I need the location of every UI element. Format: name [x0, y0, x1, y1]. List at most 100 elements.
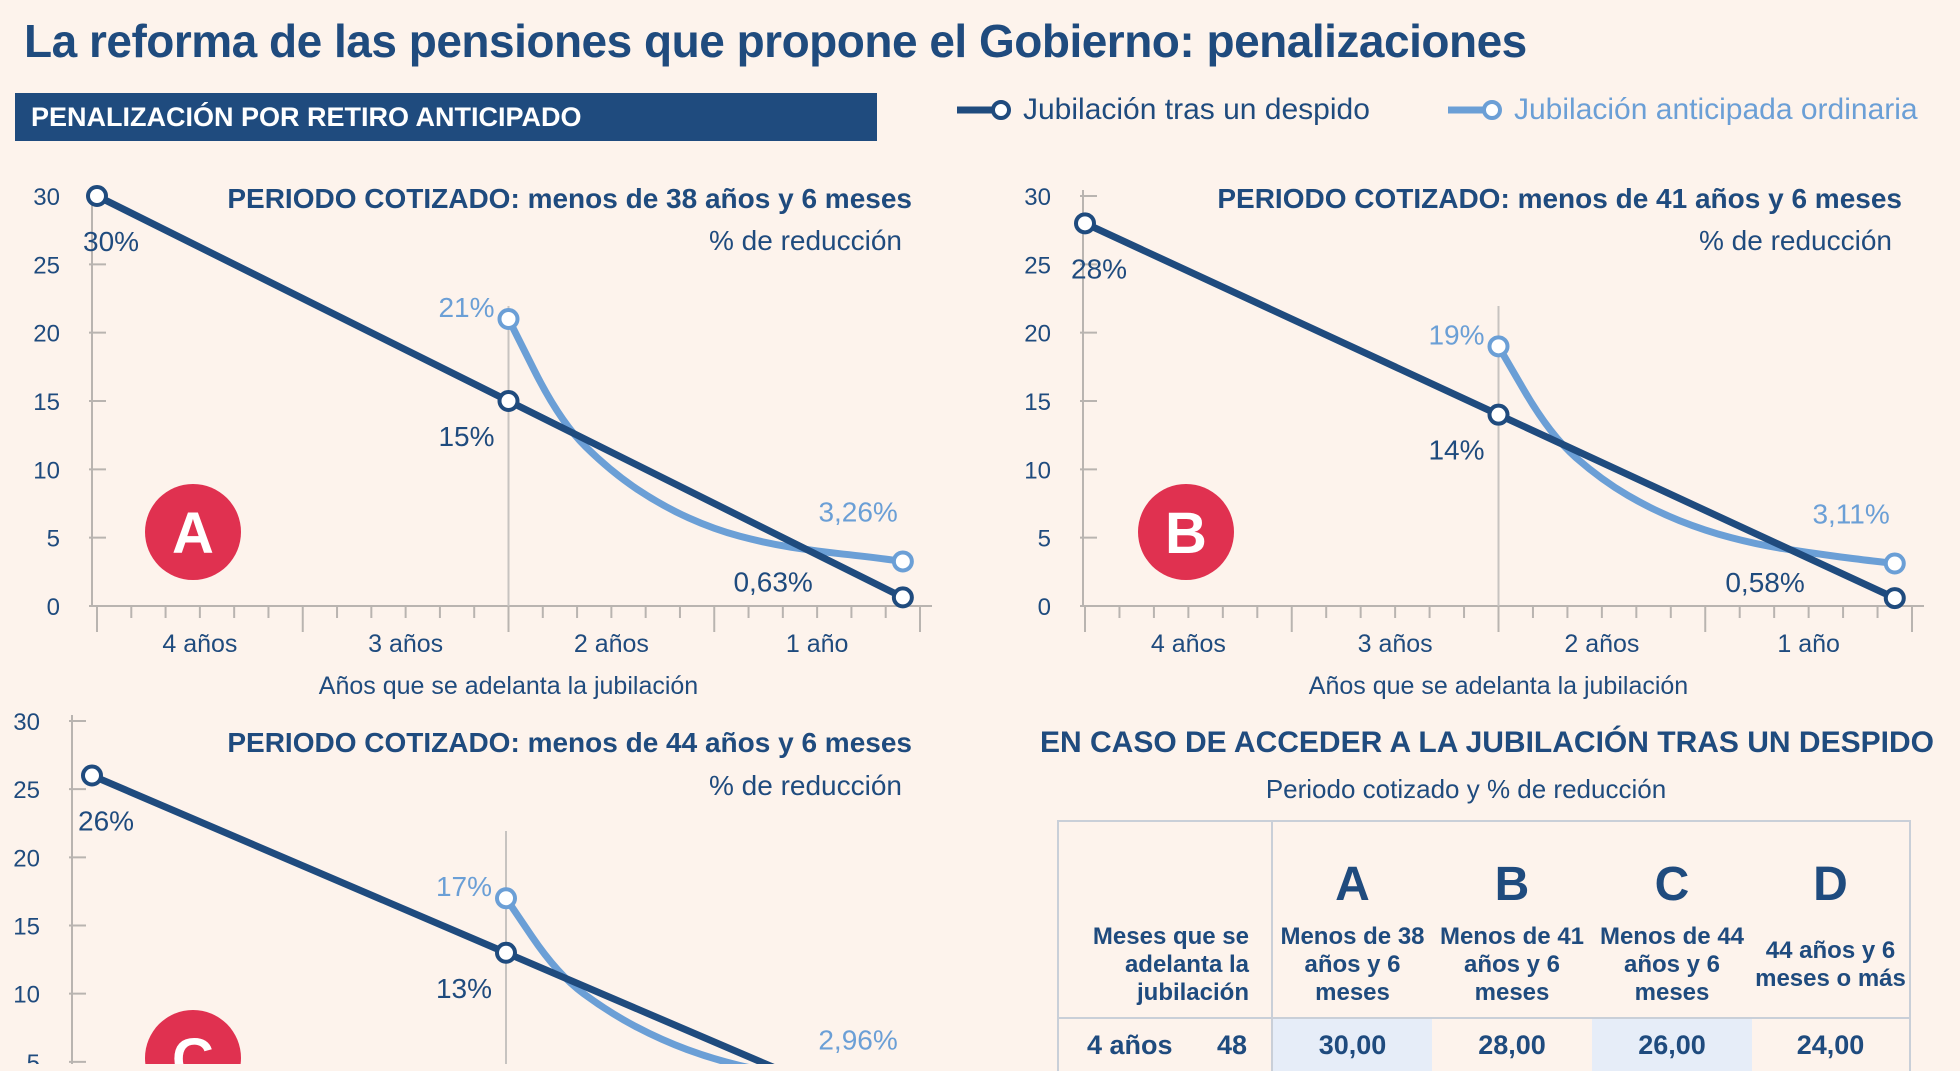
- y-tick-label: 25: [13, 777, 40, 804]
- table-title: EN CASO DE ACCEDER A LA JUBILACIÓN TRAS …: [1040, 726, 1934, 759]
- x-axis-label: Años que se adelanta la jubilación: [319, 672, 698, 700]
- chart-badge-letter: B: [1165, 501, 1207, 566]
- data-label-ordinaria-end: 3,26%: [818, 496, 897, 527]
- y-tick-label: 15: [13, 914, 40, 941]
- chart-badge-c: [145, 1010, 241, 1064]
- legend-item-ordinaria: Jubilación anticipada ordinaria: [1446, 88, 1918, 132]
- row-years: 4 años: [1087, 1029, 1173, 1060]
- y-tick-label: 25: [1024, 252, 1051, 279]
- reduction-table: A B C D Meses que se adelanta la jubilac…: [1057, 820, 1911, 1071]
- column-letter-b: B: [1494, 858, 1530, 911]
- column-letter-c: C: [1654, 858, 1690, 911]
- table-cell-b: 28,00: [1478, 1029, 1546, 1060]
- column-desc-d: 44 años y 6 meses o más: [1752, 912, 1911, 1018]
- y-tick-label: 15: [33, 389, 60, 416]
- x-tick-label: 3 años: [368, 630, 443, 658]
- x-tick-label: 1 año: [786, 630, 849, 658]
- data-label-ordinaria-start: 17%: [436, 871, 492, 902]
- marker-despido-start: [1074, 212, 1096, 235]
- column-letter-a: A: [1271, 821, 1432, 912]
- row-label: 4 años 48: [1057, 1018, 1272, 1071]
- data-label-despido-start: 26%: [78, 806, 134, 837]
- y-tick-label: 0: [1038, 594, 1051, 621]
- column-desc-a: Menos de 38 años y 6 meses: [1271, 912, 1432, 1018]
- y-tick-label: 5: [47, 526, 60, 553]
- data-label-ordinaria-start: 19%: [1428, 319, 1484, 350]
- marker-ordinaria-end: [1883, 552, 1906, 575]
- data-label-despido-mid: 15%: [438, 421, 494, 452]
- data-label-ordinaria-end: 3,11%: [1812, 498, 1889, 529]
- series-line-ordinaria: [502, 894, 750, 1064]
- data-label-despido-end: 0,58%: [1725, 567, 1804, 598]
- y-tick-label: 30: [33, 184, 60, 211]
- x-axis-label: Años que se adelanta la jubilación: [1309, 672, 1688, 700]
- data-label-despido-mid: 13%: [436, 973, 492, 1004]
- row-header: Meses que se adelanta la jubilación: [1057, 912, 1272, 1018]
- section-banner: PENALIZACIÓN POR RETIRO ANTICIPADO: [15, 93, 877, 141]
- y-tick-label: 20: [33, 321, 60, 348]
- chart-badge-a: [145, 484, 241, 580]
- chart-panel-c: 5 10 15 20 25 30 PERIODO COTIZADO: menos de 44…: [13, 709, 912, 1064]
- column-letter-d: D: [1752, 821, 1911, 912]
- y-tick-label: 5: [1038, 526, 1051, 553]
- x-tick-label: 2 años: [1564, 630, 1639, 658]
- marker-ordinaria-end: [891, 550, 914, 573]
- marker-despido-start: [81, 764, 103, 787]
- legend-item-despido: Jubilación tras un despido: [955, 88, 1370, 132]
- data-label-despido-start: 28%: [1071, 253, 1127, 284]
- marker-despido-mid: [1487, 403, 1510, 426]
- chart-subtitle: % de reducción: [709, 225, 902, 256]
- y-tick-label: 20: [1024, 321, 1051, 348]
- chart-subtitle: % de reducción: [709, 770, 902, 801]
- legend-label-ordinaria: Jubilación anticipada ordinaria: [1514, 93, 1918, 126]
- chart-title: PERIODO COTIZADO: menos de 44 años y 6 m…: [227, 727, 912, 758]
- x-tick-label: 4 años: [162, 630, 237, 658]
- legend-light-line-icon: [1448, 100, 1502, 120]
- marker-despido-end: [891, 586, 914, 609]
- x-tick-label: 3 años: [1358, 630, 1433, 658]
- table-cell-a: 30,00: [1271, 1018, 1432, 1071]
- data-label-despido-start: 30%: [83, 226, 139, 257]
- chart-badge-letter: A: [172, 501, 214, 566]
- series-line-ordinaria: [1495, 342, 1899, 567]
- table-subtitle: Periodo cotizado y % de reducción: [1265, 774, 1667, 804]
- marker-despido-start: [86, 185, 108, 207]
- chart-subtitle: % de reducción: [1699, 225, 1892, 256]
- y-tick-label: 20: [13, 845, 40, 872]
- table-row: 4 años 48 30,00 28,00 26,00 24,00: [1057, 1018, 1911, 1071]
- y-tick-label: 25: [33, 252, 60, 279]
- series-line-ordinaria: [505, 315, 907, 565]
- data-label-ordinaria-end: 2,96%: [818, 1025, 897, 1056]
- chart-panel-b: 0 5 10 15 20 25 30 4 años 3 años 2 años 1 año Años …: [1024, 183, 1924, 700]
- row-months: 48: [1216, 1029, 1247, 1060]
- y-tick-label: 5: [27, 1050, 40, 1064]
- table-corner: [1057, 821, 1272, 912]
- y-tick-label: 0: [47, 594, 60, 621]
- table-cell-d: 24,00: [1752, 1018, 1911, 1071]
- y-tick-label: 10: [33, 457, 60, 484]
- y-tick-label: 10: [1024, 457, 1051, 484]
- y-tick-label: 10: [13, 982, 40, 1009]
- marker-ordinaria-start: [1487, 335, 1510, 358]
- y-tick-label: 30: [1024, 184, 1051, 211]
- marker-ordinaria-start: [497, 308, 520, 330]
- data-label-ordinaria-start: 21%: [438, 292, 494, 323]
- y-tick-label: 15: [1024, 389, 1051, 416]
- chart-badge-letter: C: [172, 1027, 214, 1064]
- data-label-despido-mid: 14%: [1428, 435, 1484, 466]
- x-tick-label: 2 años: [574, 630, 649, 658]
- marker-despido-mid: [497, 390, 520, 412]
- chart-badge-b: [1138, 484, 1234, 580]
- chart-title: PERIODO COTIZADO: menos de 38 años y 6 m…: [227, 183, 912, 214]
- chart-title: PERIODO COTIZADO: menos de 41 años y 6 m…: [1217, 183, 1902, 214]
- data-label-despido-end: 0,63%: [733, 566, 812, 597]
- column-desc-c: Menos de 44 años y 6 meses: [1599, 922, 1745, 1006]
- x-tick-label: 1 año: [1777, 630, 1840, 658]
- x-tick-label: 4 años: [1151, 630, 1226, 658]
- legend-label-despido: Jubilación tras un despido: [1023, 93, 1370, 126]
- page-title: La reforma de las pensiones que propone …: [24, 15, 1527, 67]
- chart-panel-a: 0 5 10 15 20 25 30 4 años 3 años 2 años 1 año Años …: [33, 183, 932, 700]
- column-desc-b: Menos de 41 años y 6 meses: [1439, 922, 1585, 1006]
- marker-despido-end: [1883, 587, 1906, 610]
